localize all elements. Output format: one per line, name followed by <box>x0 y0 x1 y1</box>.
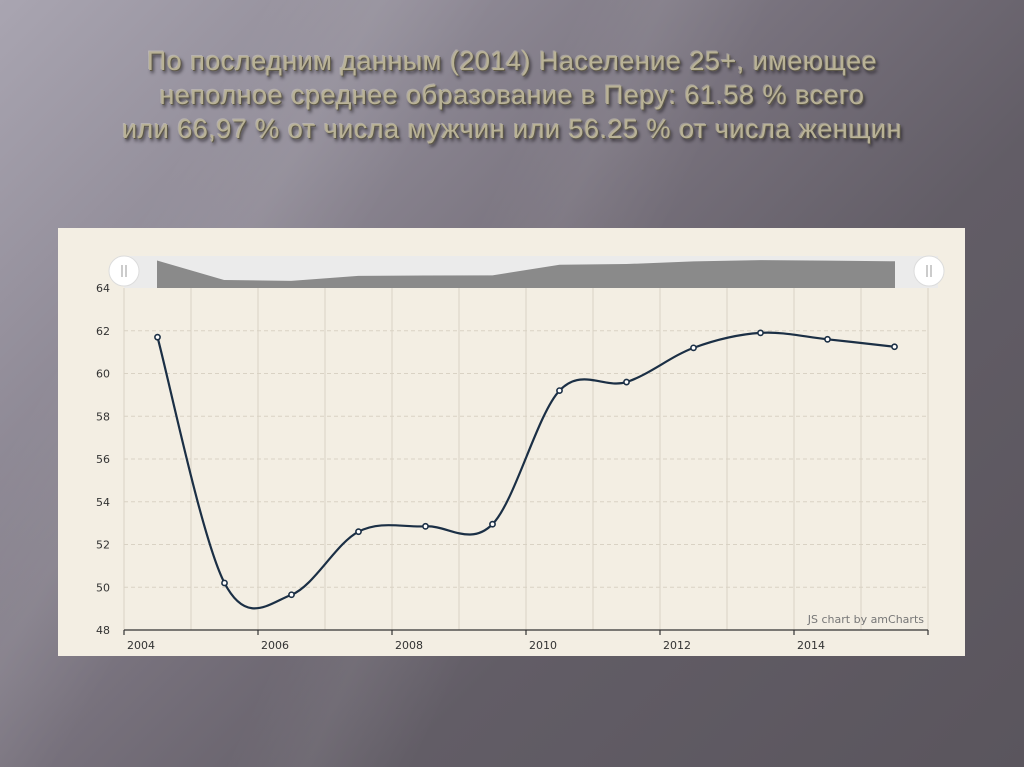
y-tick-label: 52 <box>96 539 110 552</box>
y-axis: 48 50 52 54 56 58 60 62 64 <box>96 282 110 637</box>
data-point[interactable] <box>891 343 898 351</box>
x-tick-label: 2010 <box>529 639 557 652</box>
x-tick-label: 2004 <box>127 639 155 652</box>
data-point[interactable] <box>824 335 831 343</box>
data-point[interactable] <box>757 329 764 337</box>
data-point[interactable] <box>422 522 429 530</box>
left-scroll-handle[interactable] <box>108 255 140 287</box>
grip-icon <box>926 265 932 277</box>
y-tick-label: 60 <box>96 368 110 381</box>
x-tick-label: 2014 <box>797 639 825 652</box>
grid <box>123 288 929 630</box>
data-point[interactable] <box>690 344 697 352</box>
title-line-3: или 66,97 % от числа мужчин или 56.25 % … <box>121 114 903 144</box>
chart-scrollbar[interactable] <box>108 255 945 288</box>
data-points <box>154 329 898 599</box>
x-axis: 2004 2006 2008 2010 2012 2014 <box>123 629 929 652</box>
right-scroll-handle[interactable] <box>913 255 945 287</box>
data-point[interactable] <box>556 387 563 394</box>
amcharts-credit-link[interactable]: JS chart by amCharts <box>807 613 924 626</box>
data-point[interactable] <box>221 579 228 587</box>
y-tick-label: 56 <box>96 453 110 466</box>
grip-icon <box>121 265 127 277</box>
chart-card: 48 50 52 54 56 58 60 62 64 2004 2006 2008 2010 2012 2… <box>58 228 965 656</box>
y-tick-label: 62 <box>96 325 110 338</box>
y-tick-label: 50 <box>96 581 110 594</box>
y-tick-label: 54 <box>96 496 110 509</box>
data-point[interactable] <box>154 333 161 341</box>
y-tick-label: 58 <box>96 410 110 423</box>
data-point[interactable] <box>623 378 630 386</box>
x-tick-label: 2006 <box>261 639 289 652</box>
title-line-1: По последним данным (2014) Население 25+… <box>146 46 878 76</box>
slide-title: По последним данным (2014) Население 25+… <box>60 44 964 146</box>
y-tick-label: 64 <box>96 282 110 295</box>
data-point[interactable] <box>489 520 496 528</box>
title-line-2: неполное среднее образование в Перу: 61.… <box>159 80 865 110</box>
y-tick-label: 48 <box>96 624 110 637</box>
data-point[interactable] <box>288 591 295 599</box>
x-tick-label: 2008 <box>395 639 423 652</box>
data-point[interactable] <box>355 528 362 536</box>
x-tick-label: 2012 <box>663 639 691 652</box>
